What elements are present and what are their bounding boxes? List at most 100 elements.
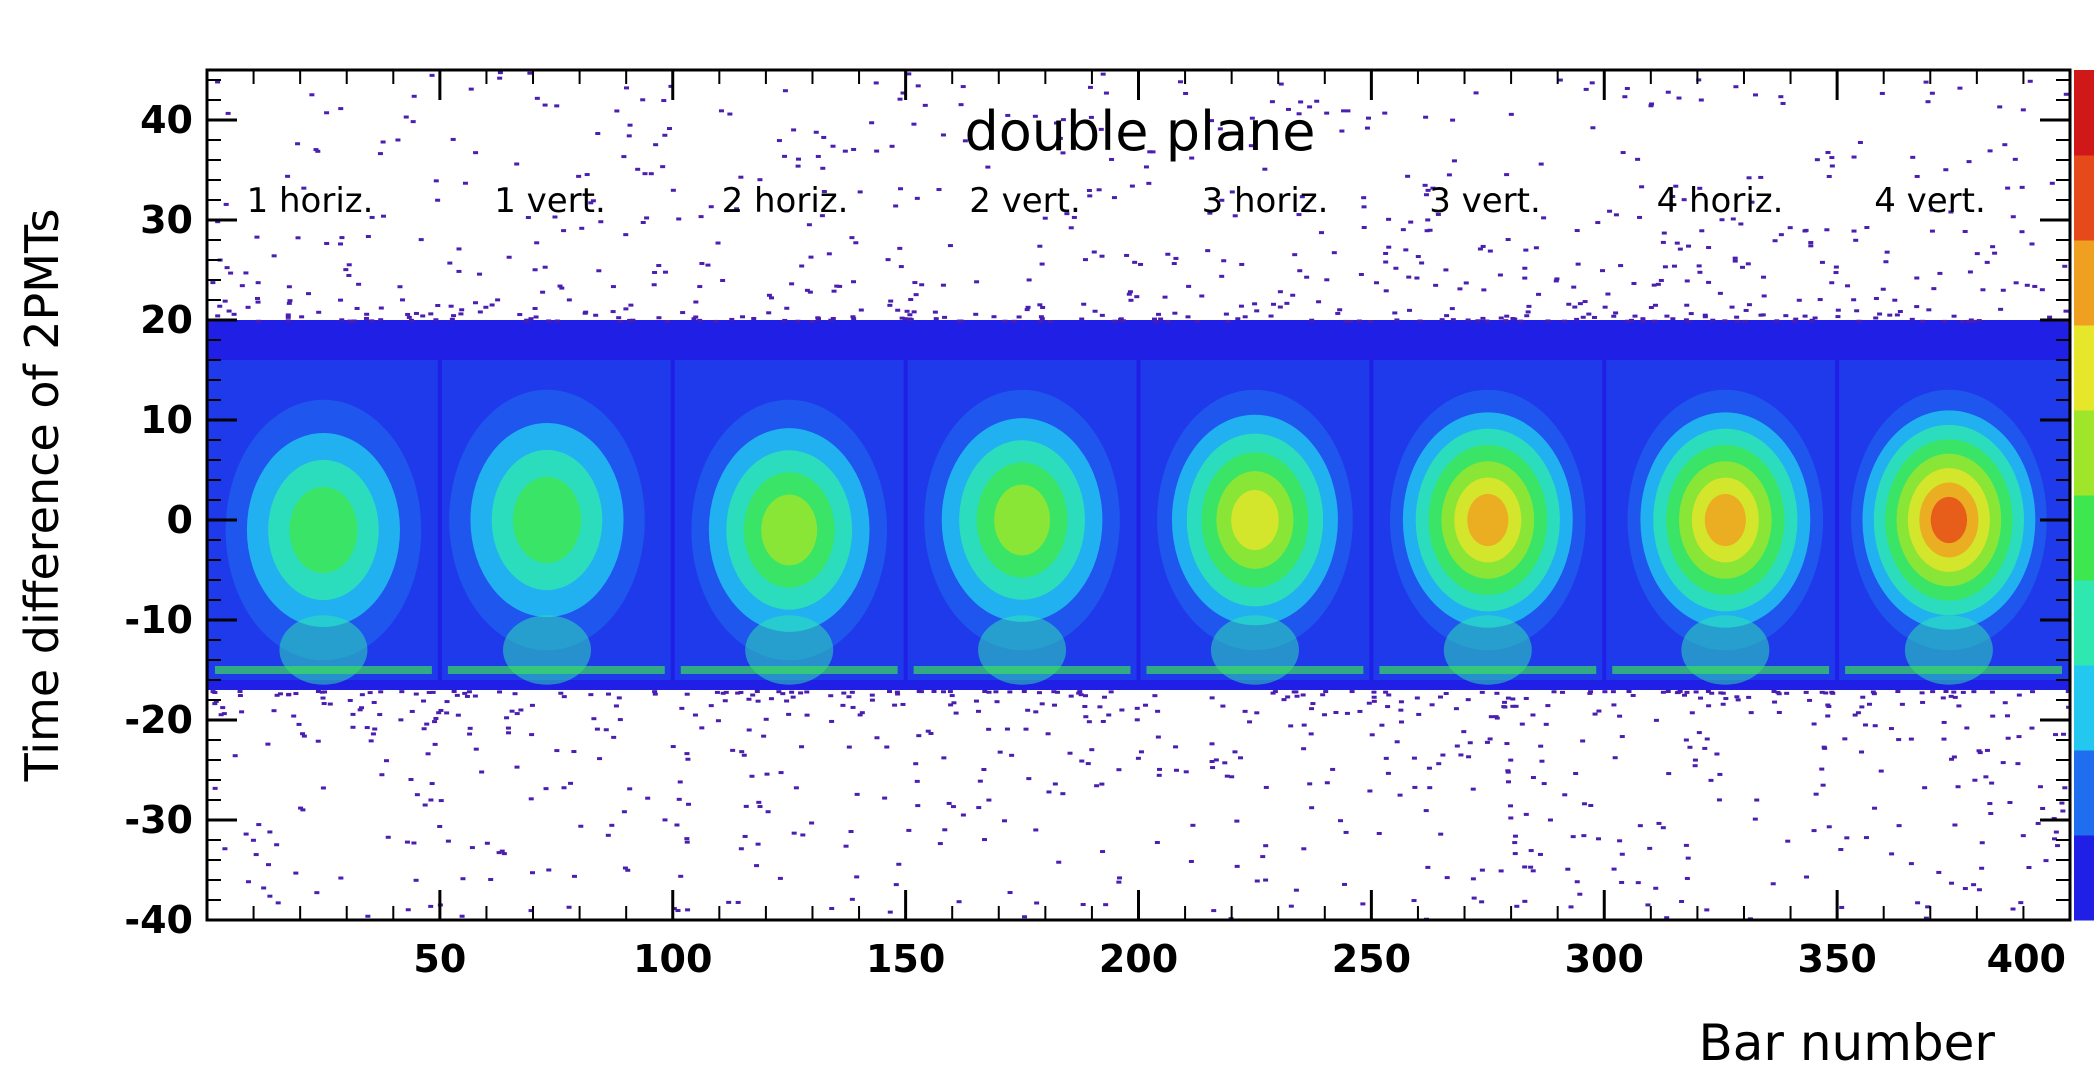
outlier-dot [1032,114,1038,118]
outlier-dot [1571,285,1577,289]
outlier-dot [1785,839,1791,843]
outlier-dot [1989,781,1995,785]
outlier-dot [1416,712,1422,716]
outlier-dot [253,853,259,857]
outlier-dot [1825,714,1831,718]
outlier-dot [473,151,479,155]
outlier-dot [1415,255,1421,259]
outlier-dot [1819,767,1825,771]
outlier-dot [1820,783,1826,787]
outlier-dot [320,786,326,790]
outlier-dot [505,726,511,730]
outlier-dot [624,86,630,90]
outlier-dot [1888,727,1894,731]
outlier-dot [293,692,299,696]
density-tail [1443,615,1532,685]
outlier-dot [1358,272,1364,276]
outlier-dot [1367,789,1373,793]
x-tick-label: 50 [413,937,466,981]
outlier-dot [595,132,601,136]
outlier-dot [421,727,427,731]
outlier-dot [459,914,465,918]
outlier-dot [1557,78,1563,82]
outlier-dot [1813,792,1819,796]
outlier-dot [1826,825,1832,829]
outlier-dot [1294,694,1300,698]
outlier-dot [982,838,988,842]
outlier-dot [1855,711,1861,715]
outlier-dot [1844,836,1850,840]
outlier-dot [768,697,774,701]
outlier-dot [1342,882,1348,886]
region-4 [907,360,1137,685]
outlier-dot [1508,804,1514,808]
outlier-dot [1508,758,1514,762]
outlier-dot [1720,702,1726,706]
outlier-dot [1423,193,1429,197]
outlier-dot [1433,283,1439,287]
outlier-dot [1706,246,1712,250]
outlier-dot [1889,852,1895,856]
outlier-dot [533,315,539,319]
outlier-dot [898,187,904,191]
outlier-dot [1385,771,1391,775]
outlier-dot [869,693,875,697]
outlier-dot [469,846,475,850]
outlier-dot [1595,221,1601,225]
edge-strip [1379,666,1597,674]
outlier-dot [408,318,414,322]
outlier-dot [869,121,875,125]
outlier-dot [379,773,385,777]
outlier-dot [1505,696,1511,700]
outlier-dot [532,268,538,272]
outlier-dot [365,235,371,239]
outlier-dot [1269,100,1275,104]
outlier-dot [1209,760,1215,764]
outlier-dot [1673,184,1679,188]
outlier-dot [1223,312,1229,316]
outlier-dot [915,804,921,808]
outlier-dot [960,813,966,817]
outlier-dot [697,318,703,322]
outlier-dot [566,905,572,909]
outlier-dot [680,311,686,315]
outlier-dot [528,797,534,801]
outlier-dot [1190,823,1196,827]
outlier-dot [588,693,594,697]
outlier-dot [1743,308,1749,312]
outlier-dot [1910,155,1916,159]
outlier-dot [1588,690,1594,694]
outlier-dot [1856,319,1862,323]
outlier-dot [377,152,383,156]
outlier-dot [1185,315,1191,319]
outlier-dot [1242,315,1248,319]
outlier-dot [1859,705,1865,709]
outlier-dot [1648,104,1654,108]
outlier-dot [2007,801,2013,805]
outlier-dot [527,71,533,75]
outlier-dot [977,779,983,783]
outlier-dot [734,207,740,211]
outlier-dot [1734,315,1740,319]
outlier-dot [1600,269,1606,273]
outlier-dot [451,690,457,694]
outlier-dot [1475,319,1481,323]
outlier-dot [1582,300,1588,304]
outlier-dot [1286,107,1292,111]
outlier-dot [841,691,847,695]
outlier-dot [1052,703,1058,707]
outlier-dot [1304,275,1310,279]
outlier-dot [937,842,943,846]
outlier-dot [1423,809,1429,813]
y-tick-label: 40 [140,98,193,142]
outlier-dot [1268,314,1274,318]
outlier-dot [1068,694,1074,698]
outlier-dot [455,713,461,717]
outlier-dot [1037,244,1043,248]
outlier-dot [1739,265,1745,269]
outlier-dot [243,832,249,836]
outlier-dot [467,726,473,730]
outlier-dot [546,868,552,872]
outlier-dot [1143,165,1149,169]
outlier-dot [933,317,939,321]
